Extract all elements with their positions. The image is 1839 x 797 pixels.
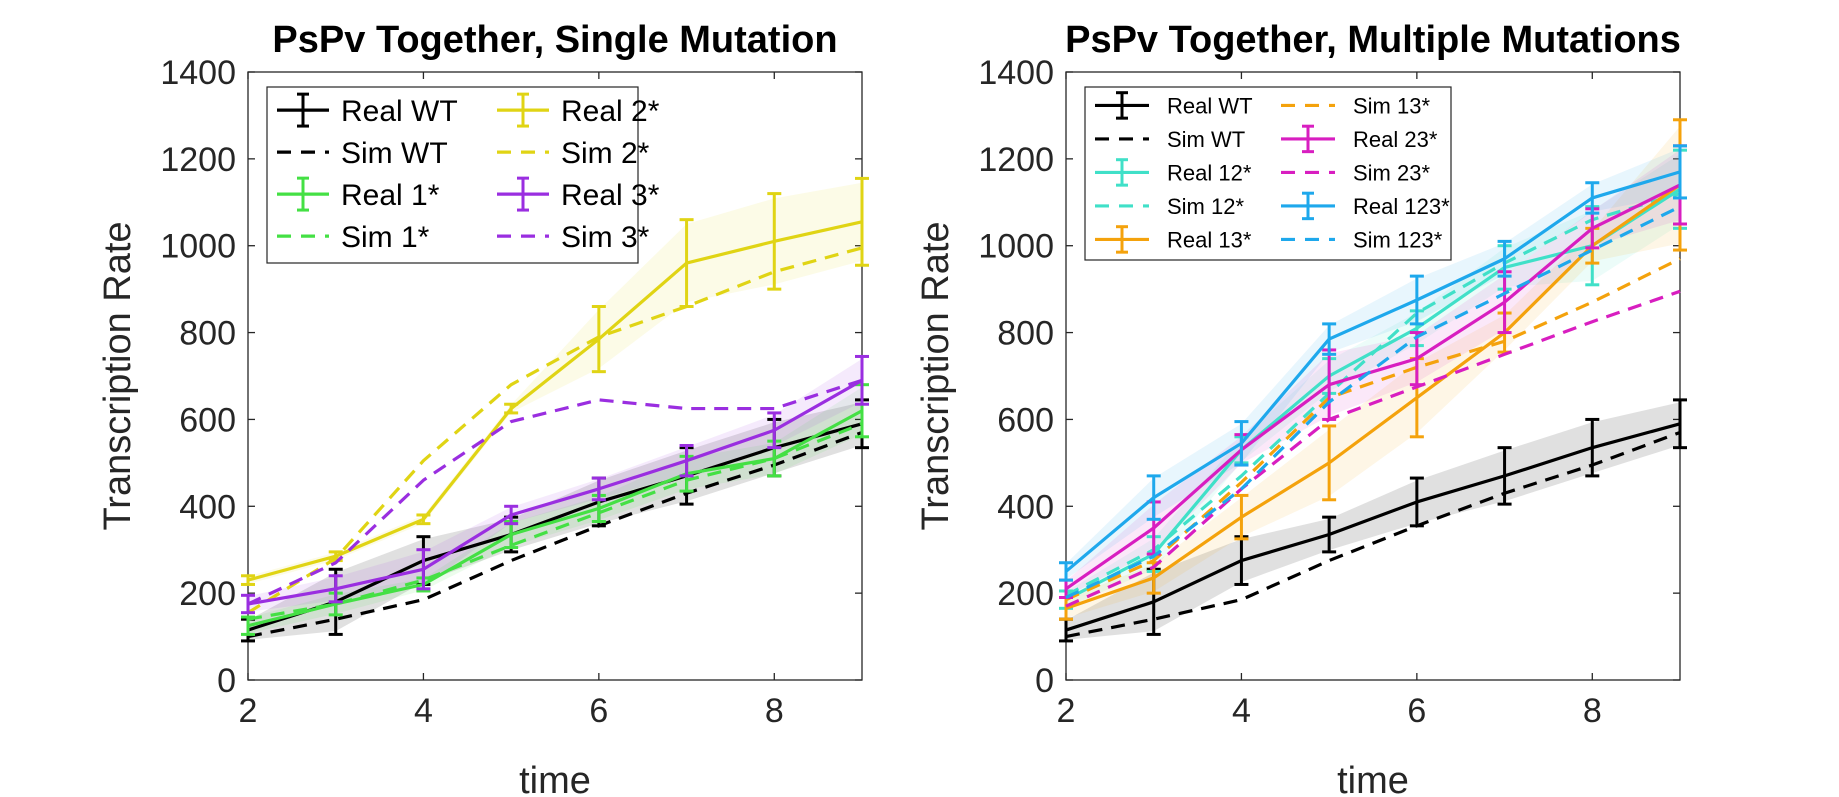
chart-single-mutation: 2 4 6 8 0 200 400 600 800 1000 1200 1400 PsPv Togeth…	[97, 19, 869, 797]
confidence-band	[1066, 402, 1680, 640]
x-tick-label: 6	[1407, 692, 1426, 730]
series-line	[1065, 430, 1681, 639]
legend-box	[266, 86, 639, 264]
legend-entry: Real WT	[341, 95, 458, 128]
confidence-band	[1066, 154, 1680, 608]
series-line	[1064, 170, 1681, 573]
legend-entry: Sim 13*	[1353, 93, 1430, 118]
series-line	[1065, 183, 1681, 610]
series-line	[247, 430, 863, 639]
legend-entry: Real 23*	[1353, 127, 1438, 152]
legend-entry: Sim 1*	[341, 221, 430, 254]
legend-entry: Real 123*	[1353, 194, 1450, 219]
series-line	[247, 246, 863, 615]
x-axis-label: time	[519, 760, 591, 797]
y-tick-label: 800	[179, 315, 236, 353]
legend-entry: Sim 23*	[1353, 160, 1430, 185]
series-line	[1065, 289, 1681, 608]
x-tick-label: 4	[414, 692, 433, 730]
legend-entry: Real 13*	[1167, 227, 1252, 252]
y-tick-label: 0	[217, 662, 236, 700]
x-tick-label: 8	[765, 692, 784, 730]
y-tick-label: 1200	[160, 141, 236, 179]
legend-entry: Real 3*	[561, 179, 660, 212]
legend-entry: Sim 123*	[1353, 227, 1443, 252]
series-line	[247, 378, 863, 606]
legend-entry: Sim WT	[341, 137, 448, 170]
y-tick-label: 1200	[978, 141, 1054, 179]
y-tick-label: 1400	[160, 54, 236, 92]
legend-entry: Real 1*	[341, 179, 440, 212]
chart-multiple-mutations: 2 4 6 8 0 200 400 600 800 1000 1200 1400 PsPv Togeth…	[915, 19, 1687, 797]
y-axis-label: Transcription Rate	[915, 221, 957, 530]
legend-entry: Real WT	[1167, 93, 1253, 118]
y-tick-label: 0	[1035, 662, 1054, 700]
confidence-band	[248, 387, 862, 634]
chart-title: PsPv Together, Single Mutation	[272, 19, 837, 61]
confidence-band	[248, 182, 862, 585]
y-tick-label: 600	[179, 401, 236, 439]
series-line	[1065, 205, 1681, 599]
series-line	[1065, 183, 1681, 591]
y-tick-label: 1400	[978, 54, 1054, 92]
x-tick-label: 8	[1583, 692, 1602, 730]
y-tick-label: 1000	[160, 228, 236, 266]
legend-entry: Sim 12*	[1167, 194, 1244, 219]
series-line	[247, 378, 863, 606]
x-tick-label: 4	[1232, 692, 1251, 730]
confidence-band	[248, 358, 862, 612]
y-axis-label: Transcription Rate	[97, 221, 139, 530]
y-tick-label: 400	[997, 488, 1054, 526]
series-line	[247, 422, 863, 632]
legend-entry: Real 2*	[561, 95, 660, 128]
x-axis-label: time	[1337, 760, 1409, 797]
legend-entry: Sim 3*	[561, 221, 650, 254]
series-line	[1065, 422, 1681, 632]
y-tick-label: 600	[997, 401, 1054, 439]
legend-entry: Sim WT	[1167, 127, 1245, 152]
y-tick-label: 400	[179, 488, 236, 526]
legend-entry: Real 12*	[1167, 160, 1252, 185]
series-line	[247, 422, 863, 621]
x-tick-label: 2	[239, 692, 258, 730]
confidence-band	[1066, 148, 1680, 580]
x-tick-label: 6	[589, 692, 608, 730]
chart-title: PsPv Together, Multiple Mutations	[1065, 19, 1681, 61]
legend-entry: Sim 2*	[561, 137, 650, 170]
x-tick-label: 2	[1057, 692, 1076, 730]
y-tick-label: 200	[997, 575, 1054, 613]
series-line	[1065, 257, 1681, 602]
y-tick-label: 1000	[978, 228, 1054, 266]
y-tick-label: 800	[997, 315, 1054, 353]
series-line	[1065, 192, 1681, 597]
y-tick-label: 200	[179, 575, 236, 613]
